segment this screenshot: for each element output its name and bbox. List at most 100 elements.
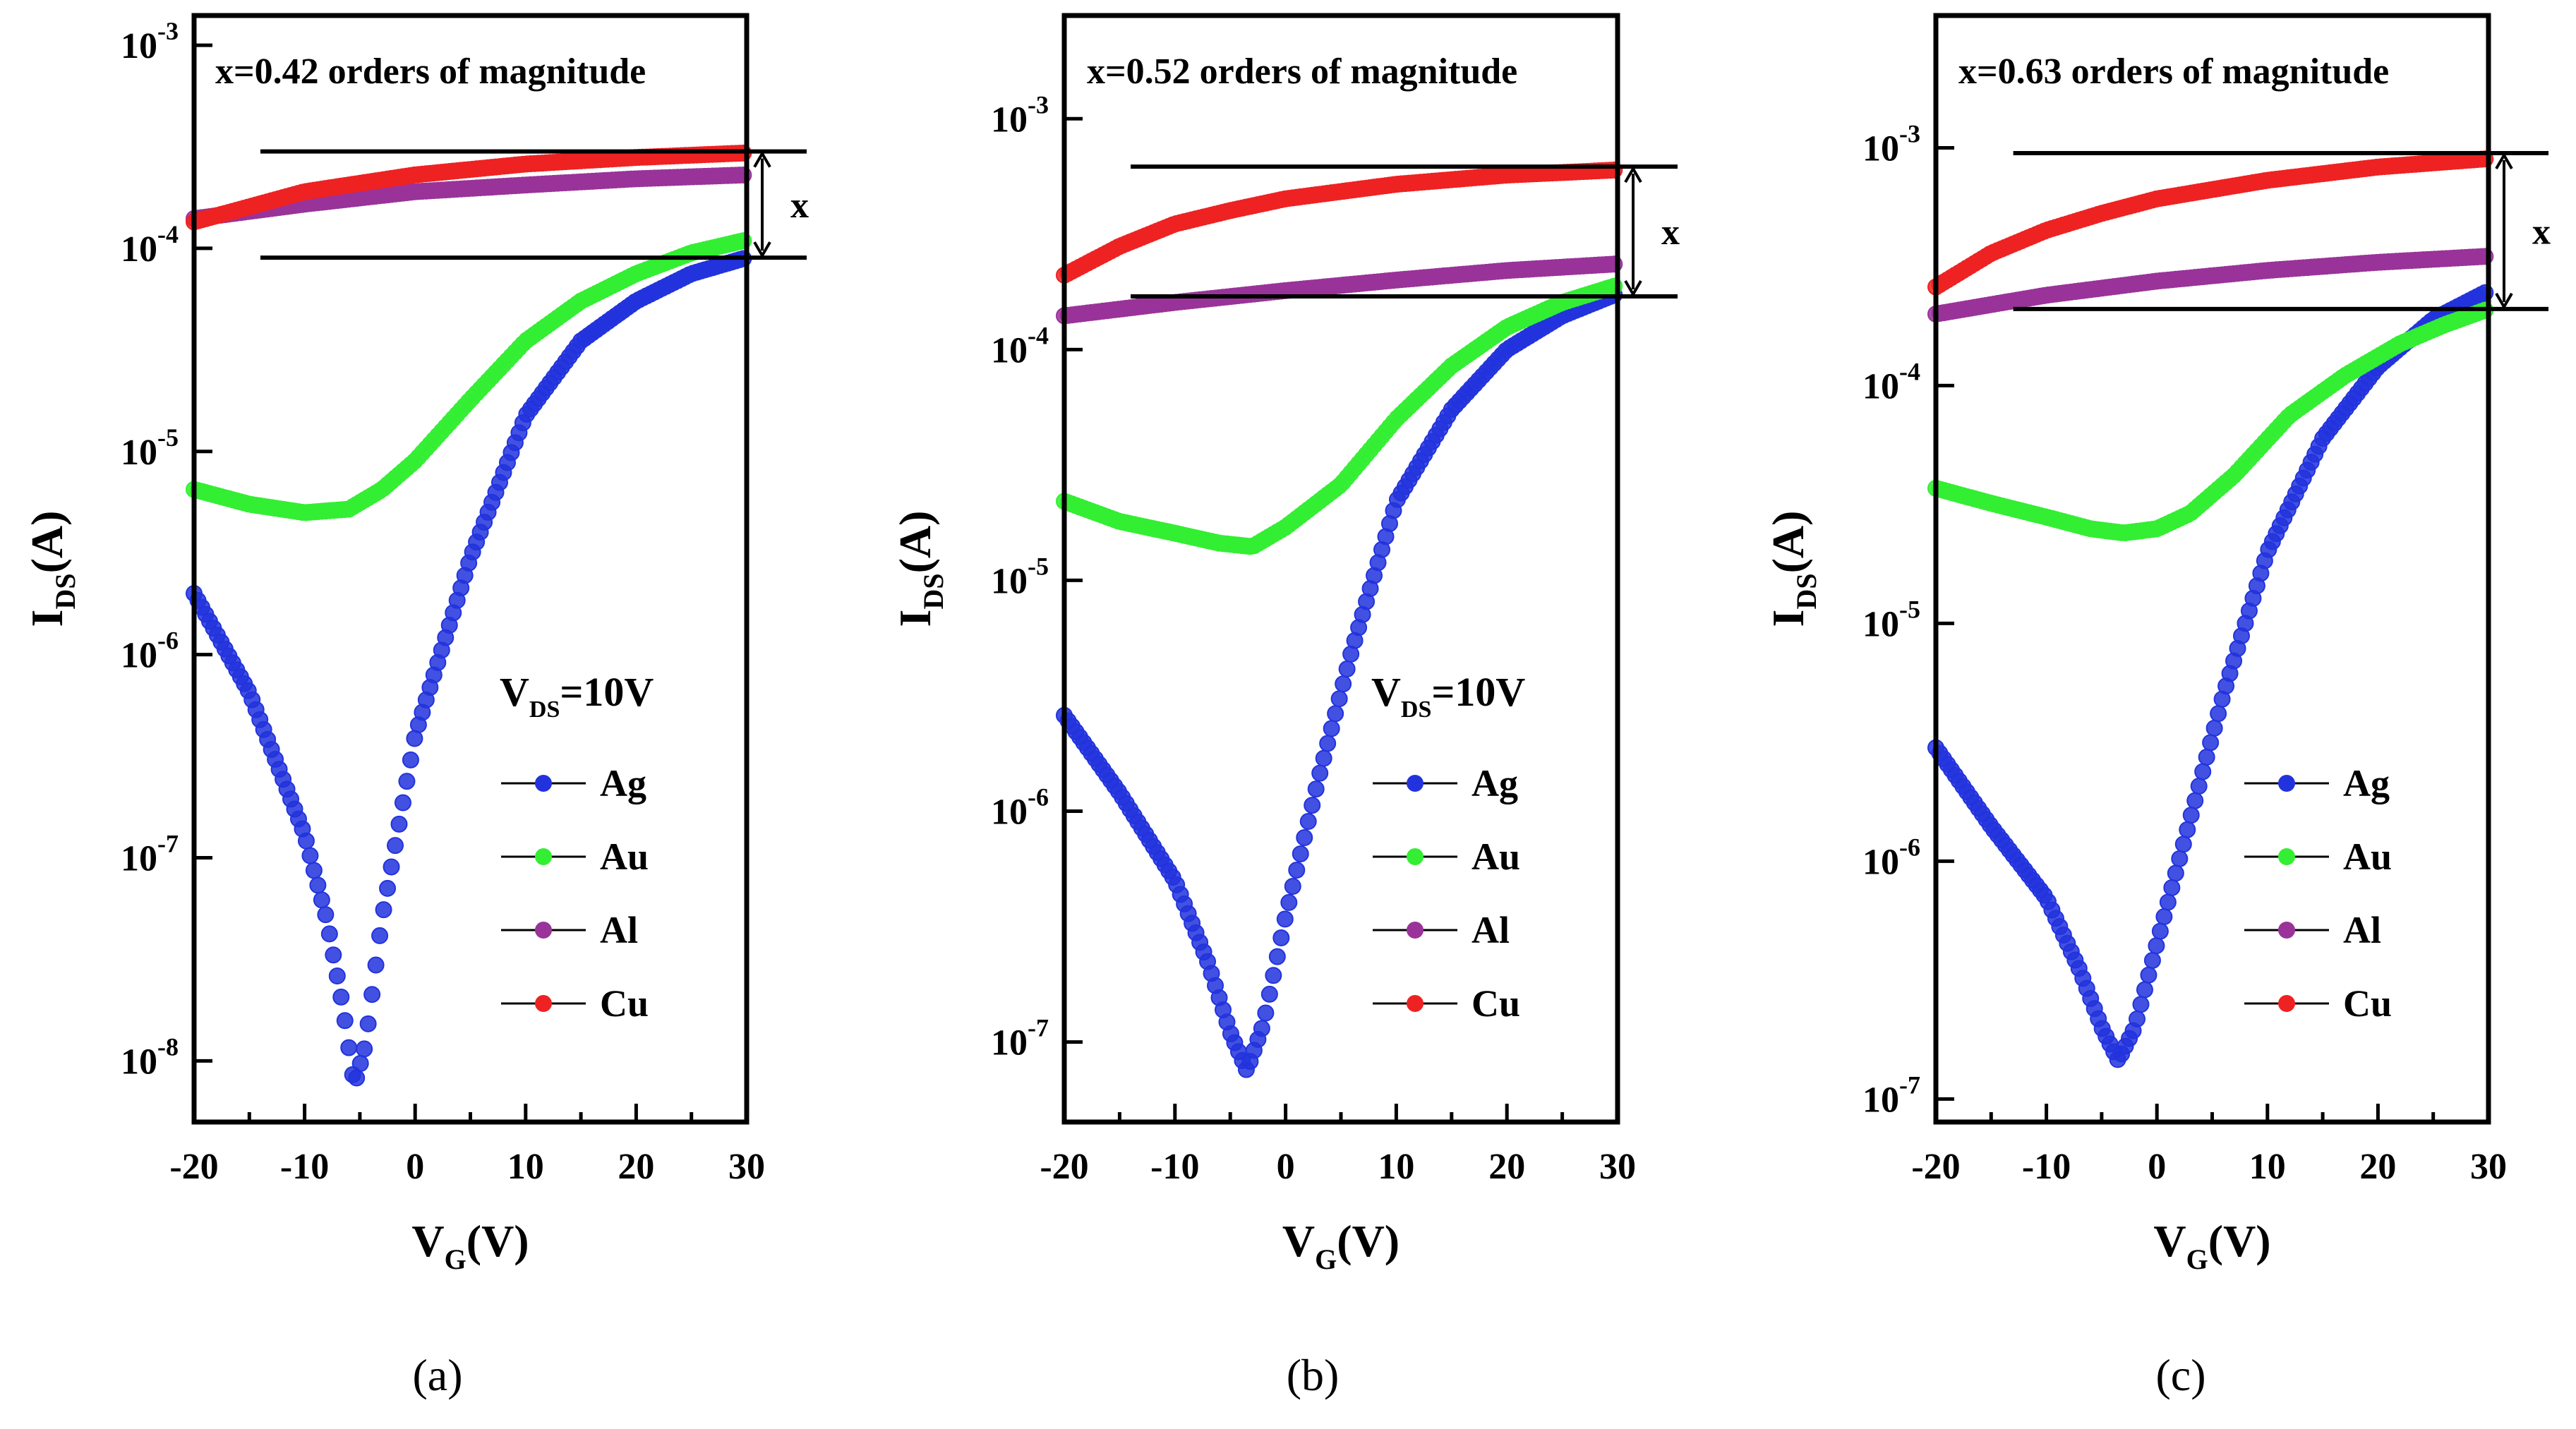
x-axis-title-main: V — [1282, 1216, 1315, 1266]
data-point-ag — [2179, 821, 2196, 838]
data-point-ag — [325, 946, 342, 964]
plot-frame — [191, 13, 750, 1125]
y-tick-exponent: -7 — [1028, 1014, 1049, 1042]
data-point-ag — [348, 1069, 366, 1087]
legend-marker-al — [1407, 922, 1424, 939]
x-axis-title-unit: (V) — [1337, 1216, 1400, 1266]
y-tick-label: 10-5 — [121, 423, 179, 473]
legend-label: Al — [600, 909, 638, 951]
data-point-ag — [2132, 996, 2150, 1013]
plot-frame — [1933, 13, 2491, 1125]
data-point-ag — [1330, 690, 1348, 708]
x-axis-title-unit: (V) — [467, 1216, 529, 1266]
y-axis-title-subscript: DS — [917, 573, 949, 609]
y-tick-label: 10-3 — [991, 90, 1049, 140]
data-point-ag — [1319, 735, 1337, 752]
y-axis-title: IDS(A) — [890, 511, 949, 627]
data-point-ag — [2194, 763, 2212, 780]
data-point-ag — [336, 1012, 354, 1030]
data-point-ag — [2151, 922, 2169, 940]
vds-subscript: DS — [529, 697, 560, 723]
y-tick-base: 10 — [121, 229, 157, 270]
data-point-ag — [379, 879, 397, 897]
data-point-ag — [313, 891, 330, 909]
x-axis-title-main: V — [411, 1216, 444, 1266]
vds-value: =10V — [560, 669, 654, 715]
data-point-ag — [1265, 967, 1282, 984]
x-axis-title-subscript: G — [445, 1243, 467, 1275]
data-point-ag — [2129, 1011, 2146, 1028]
y-tick-label: 10-6 — [1862, 833, 1920, 882]
legend-label: Au — [2343, 836, 2392, 878]
legend-label: Au — [600, 836, 649, 878]
panel-label: (a) — [412, 1350, 462, 1400]
y-tick-base: 10 — [991, 792, 1028, 832]
x-tick-label: -10 — [280, 1147, 329, 1187]
data-point-ag — [1276, 910, 1294, 928]
data-point-ag — [2190, 778, 2208, 795]
y-tick-base: 10 — [1862, 842, 1899, 882]
data-point-ag — [1315, 749, 1332, 767]
legend-label: Al — [1471, 909, 1510, 951]
legend-marker-cu — [535, 995, 552, 1012]
panel-label: (c) — [2155, 1350, 2205, 1400]
vds-label: VDS=10V — [1371, 669, 1525, 723]
y-tick-label: 10-4 — [121, 220, 179, 270]
x-tick-label: 30 — [2470, 1147, 2507, 1187]
x-marker-label: x — [2532, 212, 2551, 252]
y-tick-base: 10 — [1862, 1080, 1899, 1120]
y-tick-label: 10-6 — [121, 627, 179, 676]
x-tick-label: 10 — [1378, 1147, 1414, 1187]
y-tick-base: 10 — [991, 1023, 1028, 1063]
series-ag — [1927, 284, 2494, 1068]
y-axis-title-unit: (A) — [890, 511, 940, 574]
y-tick-base: 10 — [121, 636, 157, 676]
y-tick-label: 10-5 — [1862, 595, 1920, 644]
data-point-ag — [1335, 675, 1352, 693]
data-point-ag — [371, 927, 389, 944]
data-point-ag — [1304, 797, 1321, 814]
series-au — [1056, 277, 1623, 555]
data-point-ag — [2210, 705, 2227, 723]
y-tick-label: 10-3 — [1862, 119, 1920, 169]
data-point-ag — [363, 986, 381, 1003]
data-point-ag — [402, 751, 419, 768]
magnitude-arrow-head-up — [753, 150, 771, 168]
data-point-ag — [383, 858, 400, 876]
y-axis-title-main: I — [890, 610, 940, 627]
data-point-ag — [2136, 981, 2153, 999]
data-point-ag — [1257, 1004, 1275, 1022]
series-au — [186, 232, 752, 521]
vds-main: V — [500, 669, 529, 715]
data-point-ag — [301, 847, 319, 864]
data-point-ag — [305, 862, 323, 879]
data-point-ag — [1296, 829, 1313, 847]
x-tick-label: 0 — [2148, 1147, 2166, 1187]
data-point-ag — [2171, 850, 2189, 867]
y-tick-exponent: -3 — [1028, 90, 1049, 119]
magnitude-arrow-head-up — [2495, 152, 2513, 169]
legend-marker-cu — [1407, 995, 1424, 1012]
data-point-ag — [359, 1015, 377, 1032]
y-tick-exponent: -4 — [1028, 321, 1049, 349]
x-tick-label: 0 — [406, 1147, 424, 1187]
legend-marker-al — [2278, 922, 2295, 939]
y-tick-base: 10 — [121, 433, 157, 473]
data-point-ag — [356, 1040, 373, 1058]
x-axis-title: VG(V) — [411, 1216, 529, 1275]
x-tick-label: 10 — [2249, 1147, 2286, 1187]
x-tick-label: -10 — [2022, 1147, 2071, 1187]
legend-marker-ag — [535, 775, 552, 792]
y-tick-label: 10-3 — [121, 17, 179, 66]
x-tick-label: 20 — [1488, 1147, 1525, 1187]
series-ag — [1056, 286, 1623, 1078]
magnitude-arrow-head-down — [2495, 292, 2513, 310]
data-point-ag — [2163, 879, 2181, 896]
data-point-ag — [2198, 748, 2215, 766]
y-axis-title-subscript: DS — [49, 573, 81, 609]
legend-marker-ag — [2278, 775, 2295, 792]
y-axis-title-unit: (A) — [22, 511, 72, 574]
data-point-ag — [320, 925, 338, 943]
data-point-ag — [1253, 1020, 1270, 1037]
